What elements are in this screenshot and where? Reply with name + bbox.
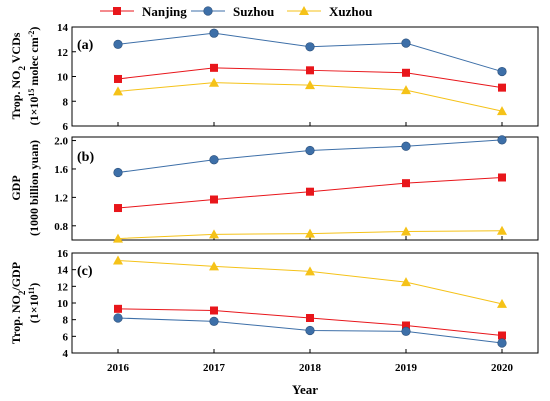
panel-1-line-suzhou [117,139,503,174]
panel-b-ylabel-line2: (1000 billion yuan) [27,140,41,236]
panel-1-ytick-label-2: 1.6 [54,164,68,176]
legend: Nanjing Suzhou Xuzhou [100,4,372,19]
panel-a-label: (a) [77,38,94,53]
legend-label-suzhou: Suzhou [233,4,274,19]
panel-c-label: (c) [77,264,93,279]
x-axis: 2016 2017 2018 2019 2020 [107,362,514,374]
panel-0-point-suzhou-2018 [305,42,315,52]
panel-c-ylabel-line1: Trop. NO2/GDP [9,262,27,344]
panel-0-point-xuzhou-2019 [401,85,411,95]
panel-2-point-nanjing-2020 [498,331,506,340]
panel-1-ytick-label-1: 1.2 [54,192,68,204]
panel-0-line-suzhou [117,32,503,73]
panel-2-point-suzhou-2016 [113,313,123,323]
x-tick-label-2020: 2020 [491,362,514,374]
panel-1-point-suzhou-2018 [305,145,315,156]
panel-a: (a) Trop. NO2 VCDs (1×1015 molec cm-2) 6… [9,22,539,133]
panel-a-ylabel-line1: Trop. NO2 VCDs [9,32,27,119]
panel-0-point-suzhou-2016 [113,39,123,49]
panel-c-ylabel-line2: (1×1011) [27,283,42,323]
panel-2-ytick-label-0: 4 [63,348,69,360]
panel-c: (c) Trop. NO2/GDP (1×1011) 4 6 8 10 12 14 16 [9,248,539,360]
panel-0-point-nanjing-2018 [306,66,314,75]
panel-2-point-suzhou-2018 [305,325,315,336]
panel-1-point-nanjing-2016 [114,204,122,213]
panel-0-ytick-label-1: 8 [63,96,69,108]
panel-1-point-xuzhou-2020 [497,225,507,235]
x-tick-label-2019: 2019 [395,362,418,374]
panel-1-ytick-label-0: 0.8 [54,221,68,233]
panel-1-point-xuzhou-2018 [305,228,315,238]
panel-1-point-xuzhou-2016 [113,233,123,243]
panel-0-point-nanjing-2017 [210,63,218,72]
panel-b: (b) GDP (1000 billion yuan) 0.8 1.2 1.6 2.0 [9,135,539,243]
panel-2-point-suzhou-2020 [497,338,507,348]
panel-1-point-nanjing-2019 [402,179,410,188]
panel-1-point-nanjing-2018 [306,187,314,196]
panel-2-point-suzhou-2019 [401,326,411,336]
panel-2-point-xuzhou-2020 [497,298,507,308]
panel-1-point-xuzhou-2017 [209,229,219,239]
panel-2-ytick-label-3: 10 [57,298,69,310]
panel-c-frame [71,252,539,354]
panel-a-ylabel-line2: (1×1015 molec cm-2) [27,27,42,126]
panel-2-point-xuzhou-2016 [113,255,123,265]
panel-0-ytick-label-2: 10 [57,72,69,84]
panel-1-point-suzhou-2017 [209,155,219,165]
panel-2-ytick-label-2: 8 [63,315,69,327]
panel-2-ytick-label-4: 12 [57,281,69,293]
panel-1-point-xuzhou-2019 [401,226,411,236]
panel-0-point-xuzhou-2018 [305,80,315,90]
panel-1-point-nanjing-2017 [210,195,218,204]
panel-b-ylabel-line1: GDP [9,175,23,200]
x-axis-title: Year [292,382,318,397]
panel-0-point-xuzhou-2016 [113,86,123,96]
panel-2-point-nanjing-2019 [402,321,410,330]
panel-0-ytick-label-0: 6 [63,121,69,133]
panel-2-ytick-label-5: 14 [57,265,69,277]
panel-1-ytick-label-3: 2.0 [54,136,68,148]
panel-0-point-xuzhou-2017 [209,77,219,87]
panel-2-point-xuzhou-2018 [305,266,315,276]
panel-1-point-suzhou-2020 [497,135,507,145]
panel-2-point-nanjing-2016 [114,304,122,313]
panel-2-ytick-label-6: 16 [57,248,69,260]
panel-2-point-nanjing-2018 [306,314,314,322]
legend-marker-nanjing [113,7,121,15]
x-tick-label-2017: 2017 [203,362,226,374]
x-tick-label-2016: 2016 [107,362,130,374]
panel-0-ytick-label-4: 14 [57,22,69,34]
panel-0-point-suzhou-2019 [401,38,411,48]
legend-marker-suzhou [203,6,213,16]
panel-b-frame [71,136,539,241]
panel-2-point-xuzhou-2019 [401,277,411,287]
panel-b-label: (b) [77,150,94,165]
panel-2-point-nanjing-2017 [210,306,218,315]
legend-label-nanjing: Nanjing [142,4,187,19]
x-tick-label-2018: 2018 [299,362,322,374]
panel-2-point-xuzhou-2017 [209,261,219,271]
panel-1-point-suzhou-2019 [401,141,411,151]
panel-0-point-suzhou-2017 [209,28,219,38]
panel-0-point-nanjing-2020 [498,83,506,92]
panel-0-ytick-label-3: 12 [57,47,69,59]
panel-0-point-nanjing-2016 [114,74,122,83]
panel-0-point-nanjing-2019 [402,68,410,77]
panel-0-point-xuzhou-2020 [497,106,507,116]
panel-2-ytick-label-1: 6 [63,331,69,343]
panel-1-point-nanjing-2020 [498,173,506,182]
panel-0-point-suzhou-2020 [497,66,507,77]
panel-1-point-suzhou-2016 [113,167,123,178]
panel-2-point-suzhou-2017 [209,316,219,326]
legend-marker-xuzhou [299,6,309,15]
legend-label-xuzhou: Xuzhou [329,4,372,19]
